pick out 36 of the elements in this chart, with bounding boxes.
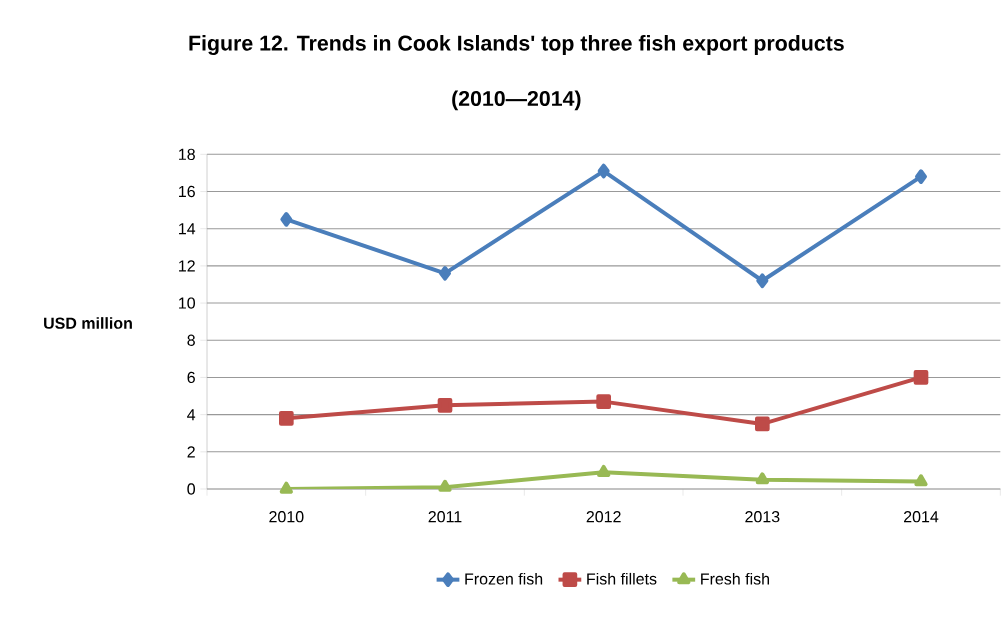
chart-title: Figure 12. Trends in Cook Islands' top three fish export products xyxy=(189,35,844,55)
legend-label: Fresh fish xyxy=(701,572,770,585)
x-tick-label: 2010 xyxy=(269,511,304,523)
point xyxy=(279,481,293,494)
point xyxy=(438,479,452,492)
y-tick-label: 4 xyxy=(187,409,196,421)
point xyxy=(596,394,611,409)
y-tick-label: 2 xyxy=(187,446,195,458)
point xyxy=(279,411,294,426)
point xyxy=(597,464,611,477)
x-tick-label: 2011 xyxy=(428,511,462,523)
x-tick-label: 2012 xyxy=(586,511,621,523)
y-tick-label: 16 xyxy=(179,185,195,198)
y-tick-label: 18 xyxy=(179,148,195,160)
y-tick-label: 14 xyxy=(179,223,196,235)
legend-label: Frozen fish xyxy=(465,572,543,585)
point xyxy=(755,416,770,432)
chart-subtitle: (2010—2014) xyxy=(452,90,581,111)
point xyxy=(280,212,293,227)
legend-label: Fish fillets xyxy=(587,572,657,585)
x-tick-label: 2014 xyxy=(904,511,939,523)
point xyxy=(915,169,927,184)
y-tick-label: 12 xyxy=(179,260,195,272)
x-tick-label: 2013 xyxy=(745,511,780,523)
y-axis-title: USD million xyxy=(44,317,132,329)
y-tick-label: 8 xyxy=(187,334,195,346)
point xyxy=(597,163,610,179)
point xyxy=(439,265,451,281)
point xyxy=(913,370,929,385)
point xyxy=(914,474,928,487)
point xyxy=(755,472,769,485)
y-tick-label: 6 xyxy=(187,371,195,384)
point xyxy=(437,398,453,413)
y-tick-label: 0 xyxy=(187,483,196,495)
y-tick-label: 10 xyxy=(179,297,196,309)
point xyxy=(756,273,769,289)
